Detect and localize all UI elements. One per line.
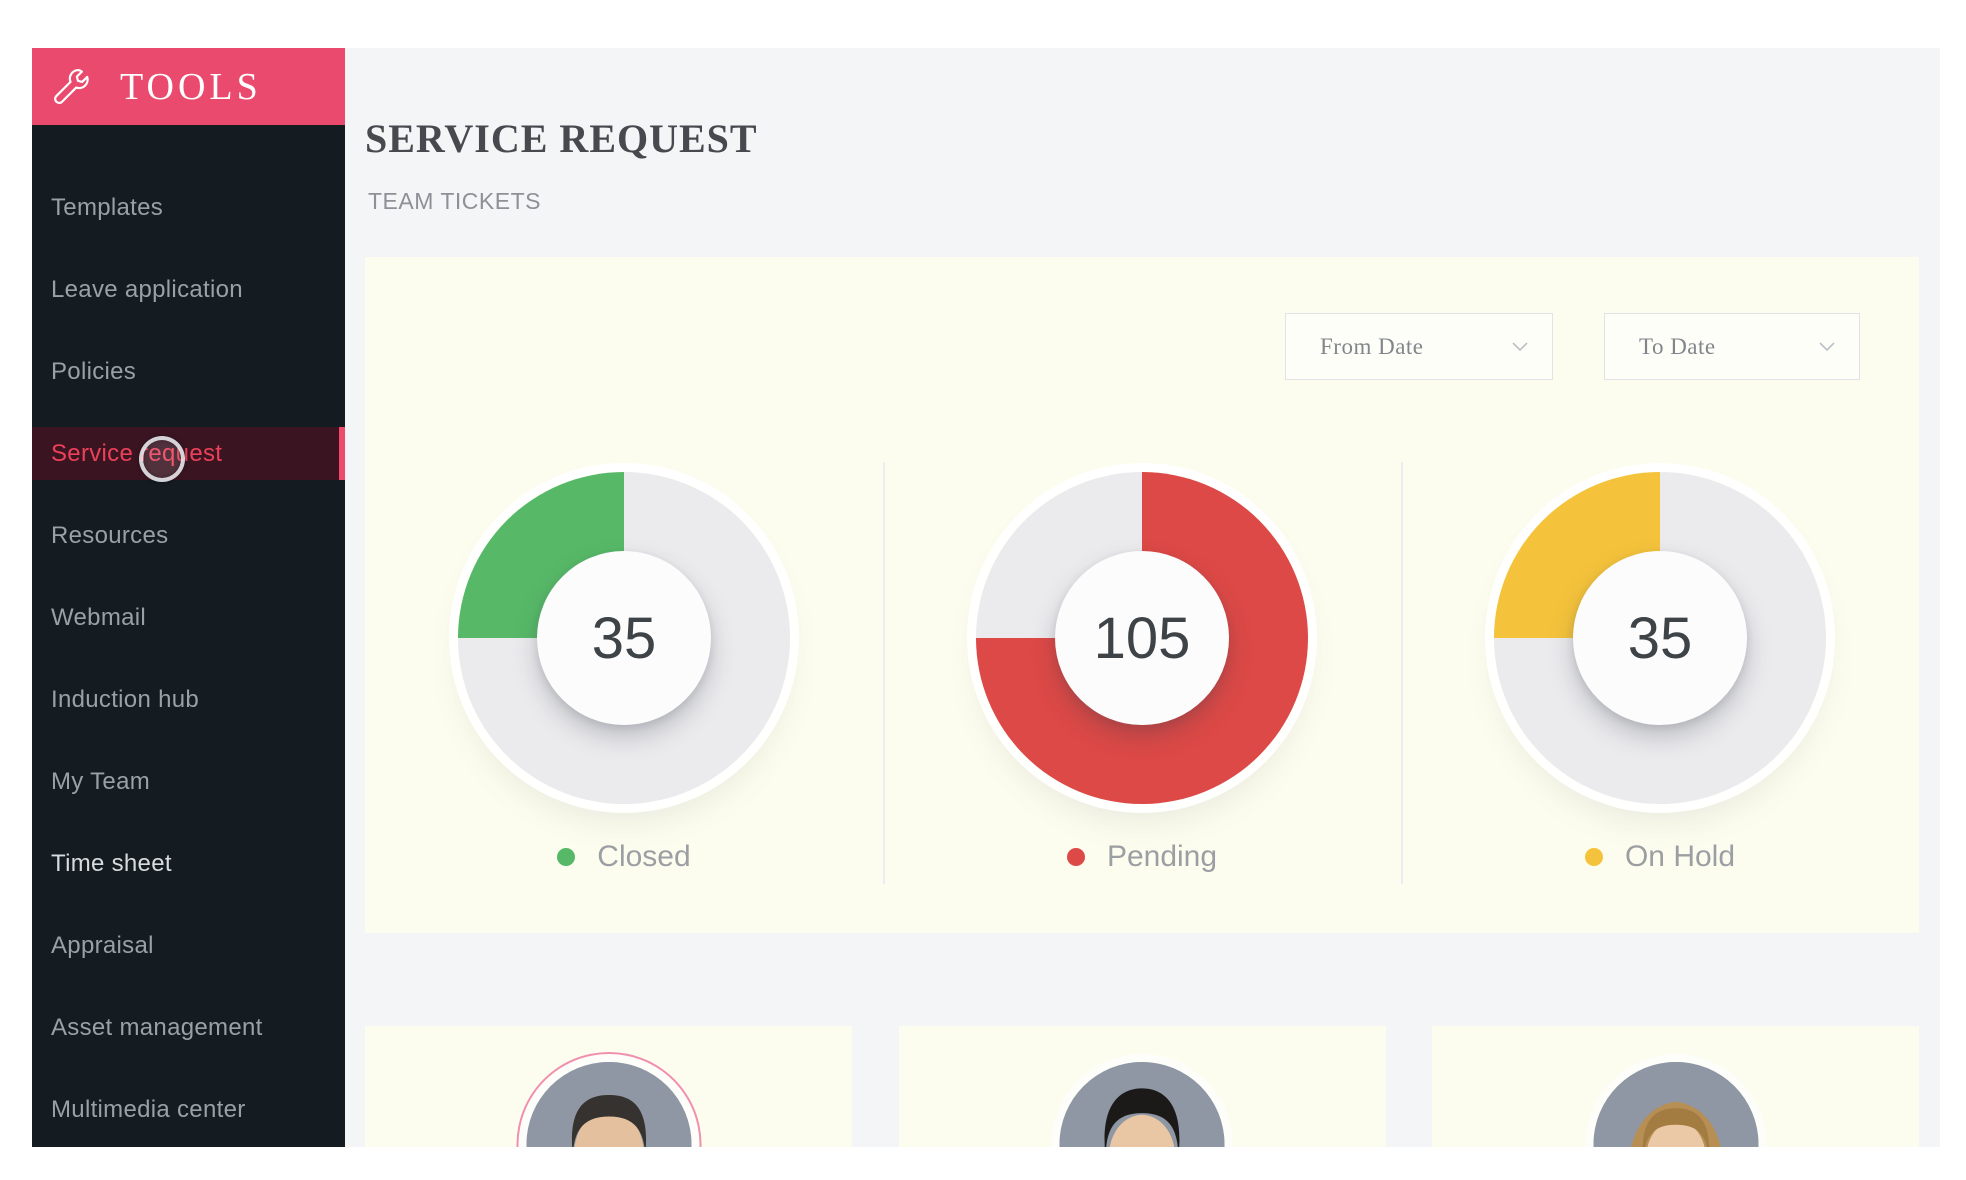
donut-ring-on-hold: 35 [1494, 472, 1826, 804]
sidebar-item-label: Templates [51, 194, 164, 221]
sidebar-item-leave-application[interactable]: Leave application [32, 249, 345, 331]
avatar [1059, 1062, 1225, 1147]
team-member-card[interactable] [898, 1026, 1386, 1147]
legend-label-closed: Closed [597, 840, 691, 873]
sidebar-item-resources[interactable]: Resources [32, 495, 345, 577]
sidebar-item-label: Webmail [51, 604, 147, 631]
legend-dot-on-hold [1584, 848, 1603, 866]
legend-dot-pending [1066, 848, 1085, 866]
chevron-down-icon [1819, 341, 1835, 351]
chevron-down-icon [1512, 341, 1528, 351]
sidebar-item-label: Induction hub [51, 686, 200, 713]
sidebar-item-label: Resources [51, 522, 169, 549]
sidebar-header: TOOLS [32, 48, 345, 125]
sidebar-item-multimedia-center[interactable]: Multimedia center [32, 1069, 345, 1147]
to-date-label: To Date [1639, 333, 1716, 359]
section-label: TEAM TICKETS [368, 188, 541, 214]
sidebar-item-webmail[interactable]: Webmail [32, 577, 345, 659]
sidebar-item-label: Time sheet [51, 850, 172, 877]
main-content: SERVICE REQUEST TEAM TICKETS From Date T… [345, 48, 1940, 1147]
avatar-photo-man-2 [1059, 1062, 1225, 1147]
sidebar-item-label: Appraisal [51, 932, 154, 959]
from-date-label: From Date [1320, 333, 1424, 359]
sidebar-item-label: Multimedia center [51, 1096, 246, 1123]
avatar [526, 1062, 691, 1147]
team-member-card[interactable] [1432, 1026, 1919, 1147]
sidebar-item-induction-hub[interactable]: Induction hub [32, 659, 345, 741]
legend-label-pending: Pending [1106, 840, 1218, 873]
sidebar-title: TOOLS [120, 65, 262, 108]
legend-pending: Pending [883, 840, 1401, 874]
sidebar-item-templates[interactable]: Templates [32, 167, 345, 249]
avatar-photo-man-1 [526, 1062, 691, 1147]
team-member-cards [365, 1026, 1919, 1147]
donut-ring-pending: 105 [976, 472, 1308, 804]
donut-ring-closed: 35 [458, 472, 790, 804]
wrench-icon [54, 68, 89, 104]
legend-closed: Closed [365, 840, 883, 874]
sidebar-item-appraisal[interactable]: Appraisal [32, 905, 345, 987]
page-title: SERVICE REQUEST [365, 115, 758, 161]
gauge-on-hold: 35 On Hold [1401, 257, 1919, 933]
gauge-closed: 35 Closed [365, 257, 883, 933]
sidebar-item-label: Service request [51, 439, 223, 467]
sidebar-item-label: Leave application [51, 276, 243, 303]
avatar-photo-woman [1593, 1062, 1758, 1147]
team-member-card[interactable] [365, 1026, 852, 1147]
sidebar-item-asset-management[interactable]: Asset management [32, 987, 345, 1069]
legend-dot-closed [557, 848, 576, 866]
column-divider [1401, 462, 1403, 884]
donut-center: 35 [537, 551, 711, 725]
column-divider [883, 462, 885, 884]
donut-center: 35 [1573, 551, 1747, 725]
team-tickets-card: From Date To Date 35 [365, 257, 1919, 933]
sidebar-item-service-request[interactable]: Service request [32, 427, 345, 480]
pending-count: 105 [1093, 605, 1191, 671]
sidebar-nav: Templates Leave application Policies Servic… [32, 125, 345, 1147]
sidebar-item-label: Asset management [51, 1014, 263, 1041]
legend-on-hold: On Hold [1401, 840, 1919, 874]
sidebar-item-label: Policies [51, 358, 137, 385]
donut-center: 105 [1055, 551, 1229, 725]
legend-label-on-hold: On Hold [1624, 840, 1736, 873]
avatar [1593, 1062, 1758, 1147]
sidebar-item-time-sheet[interactable]: Time sheet [32, 823, 345, 905]
closed-count: 35 [591, 605, 657, 671]
sidebar-item-my-team[interactable]: My Team [32, 741, 345, 823]
from-date-dropdown[interactable]: From Date [1285, 313, 1553, 380]
sidebar: TOOLS Templates Leave application Policies… [32, 48, 345, 1147]
on-hold-count: 35 [1627, 605, 1693, 671]
sidebar-item-policies[interactable]: Policies [32, 331, 345, 413]
gauge-pending: 105 Pending [883, 257, 1401, 933]
sidebar-item-label: My Team [51, 768, 151, 795]
app-window: TOOLS Templates Leave application Policies… [32, 48, 1940, 1147]
to-date-dropdown[interactable]: To Date [1604, 313, 1860, 380]
